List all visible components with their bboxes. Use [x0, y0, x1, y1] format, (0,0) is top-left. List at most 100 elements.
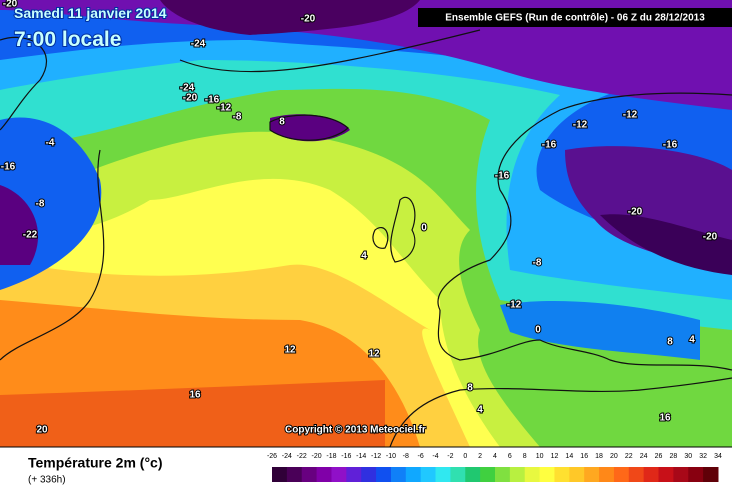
run-info: Ensemble GEFS (Run de contrôle) - 06 Z d… [445, 13, 705, 24]
scale-cell [301, 467, 318, 482]
scale-cell [495, 467, 511, 482]
coastline [179, 29, 481, 73]
temperature-label: 16 [189, 390, 201, 401]
scale-label: 0 [463, 453, 467, 460]
scale-label: -14 [356, 453, 366, 460]
scale-cell [628, 467, 645, 482]
scale-label: -16 [341, 453, 351, 460]
scale-label: -2 [447, 453, 453, 460]
temperature-label: -20 [301, 14, 316, 25]
scale-label: -22 [297, 453, 307, 460]
temperature-label: -24 [180, 83, 195, 94]
scale-label: -20 [312, 453, 322, 460]
scale-cell [539, 467, 555, 482]
coastline [389, 377, 732, 448]
scale-cell [331, 467, 347, 482]
scale-label: 28 [670, 453, 678, 460]
scale-cell [390, 467, 407, 482]
temperature-label: 4 [477, 405, 483, 416]
scale-cell [420, 467, 437, 482]
temperature-label: -12 [507, 300, 522, 311]
scale-cell [688, 467, 704, 482]
temperature-label: -16 [495, 171, 510, 182]
temperature-label: -8 [36, 199, 45, 210]
coastline [372, 227, 389, 249]
scale-label: 30 [684, 453, 692, 460]
scale-label: 26 [655, 453, 663, 460]
scale-cell [376, 467, 392, 482]
scale-label: 6 [508, 453, 512, 460]
scale-label: 8 [523, 453, 527, 460]
scale-cell [613, 467, 630, 482]
scale-label: 34 [714, 453, 722, 460]
scale-cell [465, 467, 481, 482]
temperature-label: 12 [368, 349, 380, 360]
temperature-label: 4 [689, 335, 695, 346]
scale-cell [703, 467, 719, 482]
temperature-label: -16 [1, 162, 16, 173]
temperature-label: 4 [361, 251, 367, 262]
temperature-label: -16 [663, 140, 678, 151]
color-scale: -26 -24 -22 -20 -18 -16 -14 -12 -10 -8 -6 -4 -2 0 2 4 6 8… [267, 453, 722, 482]
scale-label: -12 [371, 453, 381, 460]
temperature-label: -20 [628, 207, 643, 218]
scale-label: 14 [565, 453, 573, 460]
coastline [0, 36, 47, 131]
scale-cell [599, 467, 615, 482]
date: Samedi 11 janvier 2014 [14, 5, 167, 21]
coastline [269, 114, 349, 141]
zone-red [0, 380, 385, 447]
copyright: Copyright © 2013 Meteociel.fr [285, 425, 426, 436]
zone-iceland [270, 114, 350, 142]
zone-east-dark [600, 214, 732, 275]
scale-cell [524, 467, 541, 482]
temperature-label: -12 [217, 103, 232, 114]
scale-label: 2 [478, 453, 482, 460]
scale-cell [316, 467, 332, 482]
scale-cell [405, 467, 422, 482]
temperature-label: 0 [421, 223, 427, 234]
footer-subtitle: (+ 336h) [28, 475, 66, 486]
scale-label: 4 [493, 453, 497, 460]
zone-purple [0, 0, 732, 110]
temperature-label: 0 [535, 325, 541, 336]
scale-cell [272, 467, 288, 482]
scale-cell [643, 467, 660, 482]
scale-cell [361, 467, 377, 482]
temperature-label: -8 [533, 258, 542, 269]
temperature-label: 8 [467, 383, 473, 394]
temperature-label: 16 [659, 413, 671, 424]
scale-cell [450, 467, 466, 482]
coastline [390, 196, 416, 263]
zone-dark-purple [160, 0, 420, 35]
run-box [418, 8, 732, 27]
temperature-label: 8 [279, 117, 285, 128]
temperature-label: 8 [667, 337, 673, 348]
scale-cell [509, 467, 526, 482]
scale-cell [569, 467, 585, 482]
temperature-label: -20 [703, 232, 718, 243]
scale-label: 24 [640, 453, 648, 460]
temperature-label: -12 [573, 120, 588, 131]
temperature-label: -24 [191, 39, 206, 50]
scale-cell [346, 467, 362, 482]
temperature-label: -22 [23, 230, 38, 241]
temperature-label: -20 [3, 0, 18, 10]
scale-label: 16 [580, 453, 588, 460]
scale-cell [584, 467, 600, 482]
scale-label: 10 [536, 453, 544, 460]
scale-label: 32 [699, 453, 707, 460]
temperature-label: -20 [183, 93, 198, 104]
scale-label: -6 [418, 453, 424, 460]
scale-cell [554, 467, 570, 482]
scale-label: 20 [610, 453, 618, 460]
scale-label: -26 [267, 453, 277, 460]
temperature-label: -12 [623, 110, 638, 121]
time: 7:00 locale [14, 28, 121, 51]
scale-label: -4 [432, 453, 438, 460]
scale-cell [480, 467, 496, 482]
temperature-label: 20 [36, 425, 48, 436]
scale-label: 12 [551, 453, 559, 460]
zone-balkans [500, 300, 700, 360]
